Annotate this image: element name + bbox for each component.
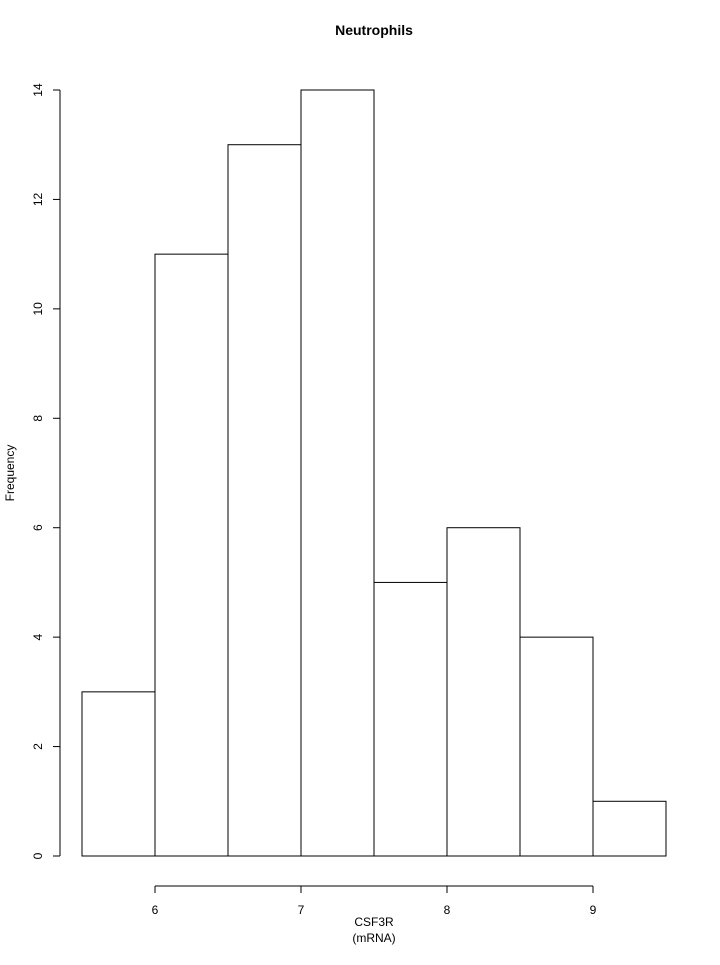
bar: [81, 691, 156, 857]
x-tick-label: 6: [152, 903, 159, 917]
y-tick-label: 8: [31, 415, 45, 422]
x-tick-label: 8: [444, 903, 451, 917]
bar: [154, 253, 229, 857]
bar: [446, 527, 521, 857]
y-axis-label: Frequency: [3, 445, 17, 502]
y-tick-label: 6: [31, 524, 45, 531]
chart-title: Neutrophils: [335, 22, 413, 38]
bar: [592, 800, 667, 857]
y-tick-label: 14: [31, 83, 45, 97]
x-tick-label: 7: [298, 903, 305, 917]
x-axis-label: (mRNA): [352, 931, 395, 945]
y-tick-label: 4: [31, 633, 45, 640]
y-tick-label: 2: [31, 743, 45, 750]
bar: [373, 581, 448, 857]
y-tick-label: 0: [31, 852, 45, 859]
x-tick-label: 9: [590, 903, 597, 917]
y-tick-label: 10: [31, 302, 45, 316]
bar: [300, 89, 375, 857]
x-axis-label: CSF3R: [354, 915, 394, 929]
bar: [227, 144, 302, 857]
bar: [519, 636, 594, 857]
y-tick-label: 12: [31, 192, 45, 206]
